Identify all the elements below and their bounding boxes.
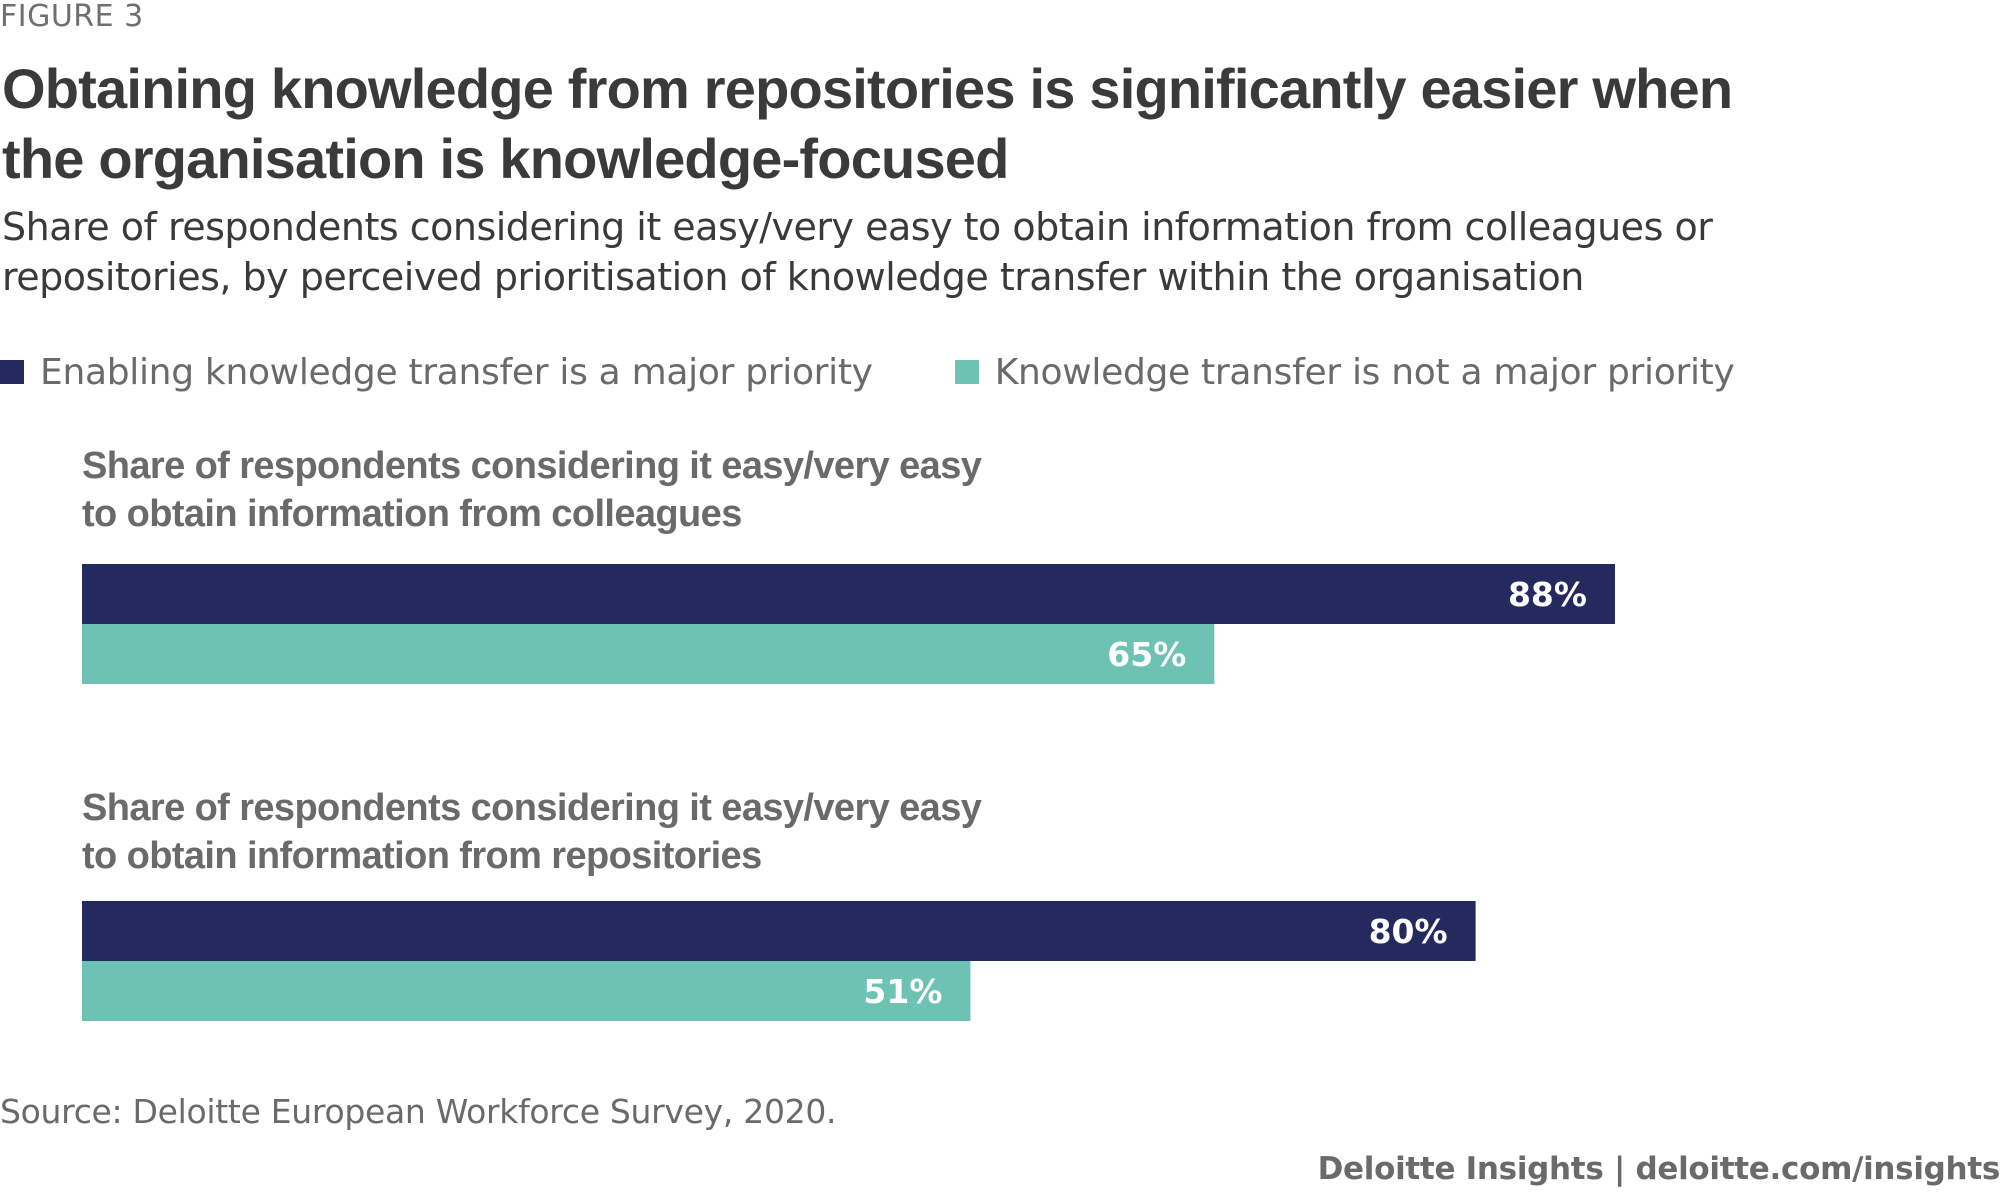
bar-colleagues-not-major-priority xyxy=(82,624,1215,684)
bar-repositories-not-major-priority xyxy=(82,961,971,1021)
chart-title: Obtaining knowledge from repositories is… xyxy=(2,54,1733,194)
category-label-colleagues-line-1: Share of respondents considering it easy… xyxy=(82,445,982,487)
category-label-colleagues-line-2: to obtain information from colleagues xyxy=(82,493,742,535)
legend-swatch-major-priority xyxy=(0,360,24,384)
legend-item-major-priority: Enabling knowledge transfer is a major p… xyxy=(0,352,873,393)
bar-value-label-repositories-not-major-priority: 51% xyxy=(863,972,942,1011)
bar-value-label-colleagues-not-major-priority: 65% xyxy=(1107,635,1186,674)
chart-title-line-2: the organisation is knowledge-focused xyxy=(2,127,1009,190)
legend-label-not-major-priority: Knowledge transfer is not a major priori… xyxy=(994,351,1735,393)
legend-item-not-major-priority: Knowledge transfer is not a major priori… xyxy=(954,351,1735,393)
bar-colleagues-major-priority xyxy=(82,564,1615,624)
chart-title-line-1: Obtaining knowledge from repositories is… xyxy=(2,57,1733,120)
chart-subtitle-line-2: repositories, by perceived prioritisatio… xyxy=(2,255,1584,299)
publisher-credit: Deloitte Insights | deloitte.com/insight… xyxy=(1317,1151,2000,1187)
chart-legend: Enabling knowledge transfer is a major p… xyxy=(0,348,1816,396)
source-note: Source: Deloitte European Workforce Surv… xyxy=(0,1092,837,1131)
chart-subtitle-line-1: Share of respondents considering it easy… xyxy=(2,205,1713,249)
category-label-repositories-line-2: to obtain information from repositories xyxy=(82,835,762,877)
bar-repositories-major-priority xyxy=(82,901,1476,961)
chart-subtitle: Share of respondents considering it easy… xyxy=(2,202,1902,302)
bar-value-label-repositories-major-priority: 80% xyxy=(1369,912,1448,951)
legend-label-major-priority: Enabling knowledge transfer is a major p… xyxy=(40,351,873,393)
category-label-colleagues: Share of respondents considering it easy… xyxy=(82,442,1082,538)
category-label-repositories-line-1: Share of respondents considering it easy… xyxy=(82,787,982,829)
figure-label: FIGURE 3 xyxy=(0,0,144,34)
legend-swatch-not-major-priority xyxy=(954,360,979,384)
bar-value-label-colleagues-major-priority: 88% xyxy=(1508,575,1587,614)
category-label-repositories: Share of respondents considering it easy… xyxy=(82,784,1082,880)
